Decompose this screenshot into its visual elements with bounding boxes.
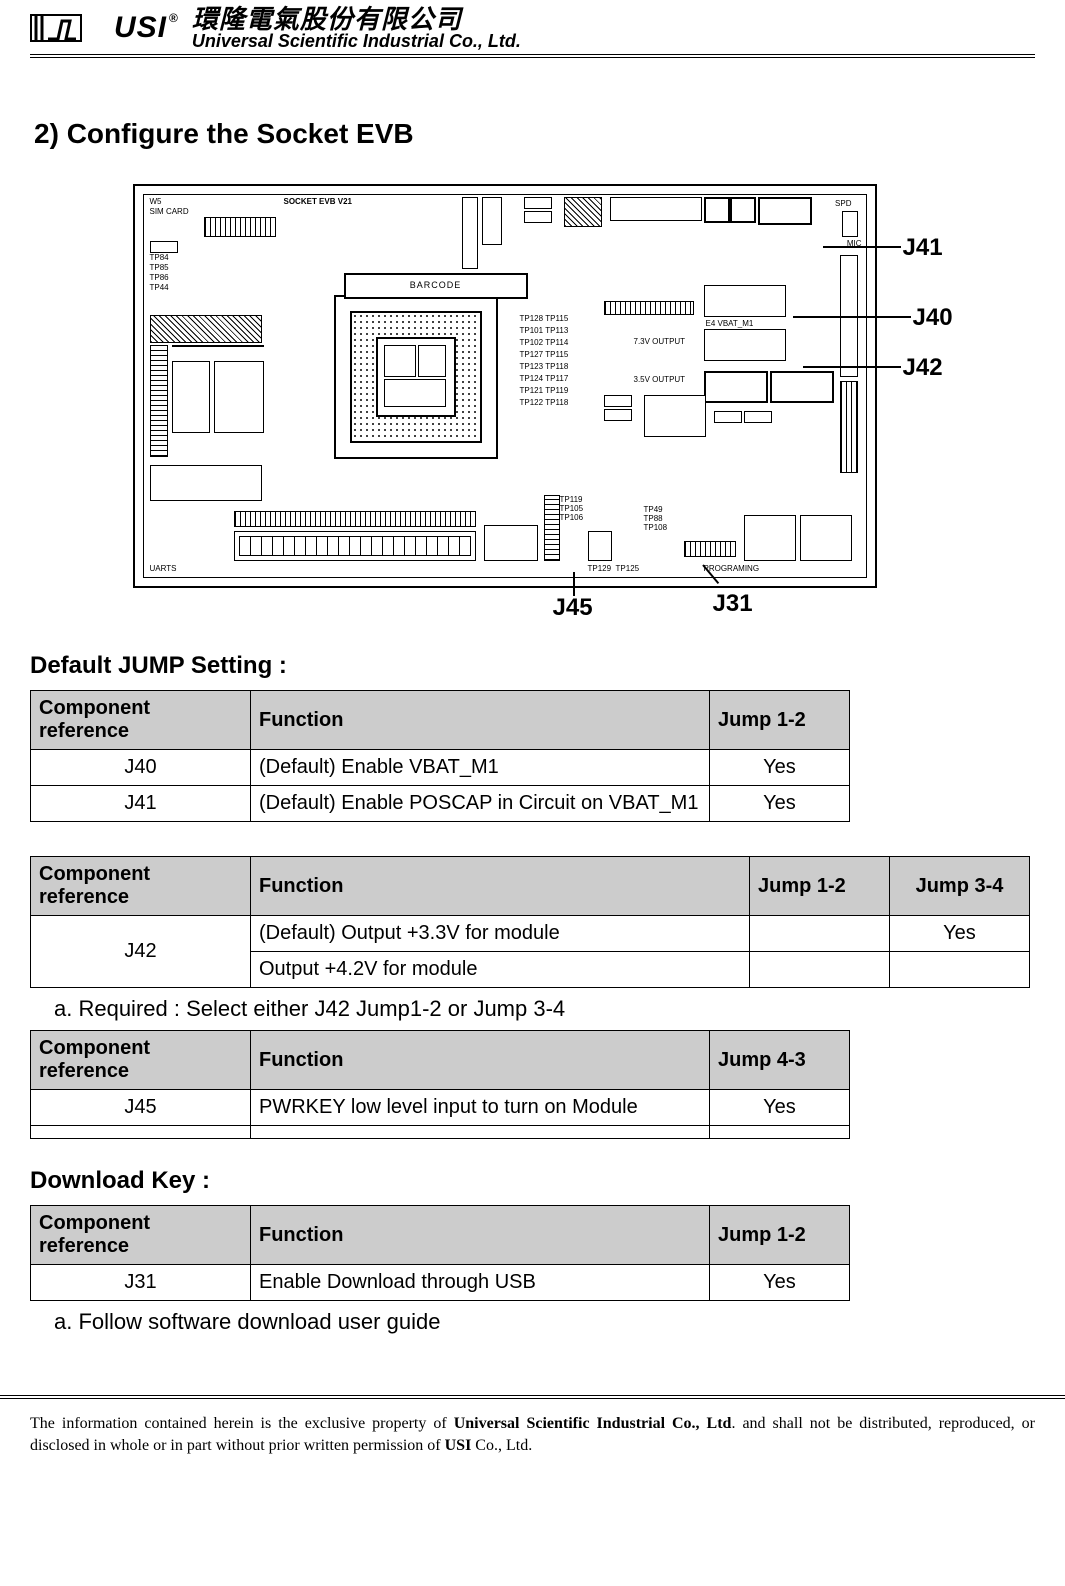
- table-row: J42 (Default) Output +3.3V for module Ye…: [31, 916, 1030, 952]
- default-jump-heading: Default JUMP Setting :: [30, 652, 1035, 680]
- cell-ref: J45: [31, 1090, 251, 1126]
- cell-j12: Yes: [710, 786, 850, 822]
- col-component-ref: Component reference: [31, 1031, 251, 1090]
- callout-j42: J42: [903, 354, 943, 382]
- note-download-guide: a. Follow software download user guide: [54, 1309, 1035, 1335]
- col-jump43: Jump 4-3: [710, 1031, 850, 1090]
- cell-j12: Yes: [710, 750, 850, 786]
- registered-mark: ®: [169, 11, 178, 25]
- cell-func: [251, 1126, 710, 1139]
- cell-func: Enable Download through USB: [251, 1265, 710, 1301]
- download-key-table: Component reference Function Jump 1-2 J3…: [30, 1205, 850, 1301]
- col-component-ref: Component reference: [31, 1206, 251, 1265]
- cell-ref: J40: [31, 750, 251, 786]
- cell-func: (Default) Output +3.3V for module: [251, 916, 750, 952]
- col-jump12: Jump 1-2: [710, 691, 850, 750]
- cell-j43: [710, 1126, 850, 1139]
- jump-table-2: Component reference Function Jump 1-2 Ju…: [30, 856, 1030, 988]
- note-j42-required: a. Required : Select either J42 Jump1-2 …: [54, 996, 1035, 1022]
- socket-evb-diagram: W5 SIM CARD SOCKET EVB V21 SPD MIC: [103, 174, 963, 624]
- pcb-title: SOCKET EVB V21: [284, 197, 352, 206]
- cell-j12: [750, 952, 890, 988]
- company-name-block: 環隆電氣股份有限公司 Universal Scientific Industri…: [192, 6, 521, 50]
- company-name-cjk: 環隆電氣股份有限公司: [192, 6, 521, 32]
- section-heading: Configure the Socket EVB: [67, 118, 414, 149]
- callout-j41: J41: [903, 234, 943, 262]
- col-function: Function: [251, 1031, 710, 1090]
- footer-company: Universal Scientific Industrial Co., Ltd: [454, 1415, 732, 1432]
- page-header: USI ® 環隆電氣股份有限公司 Universal Scientific In…: [30, 0, 1035, 58]
- col-component-ref: Component reference: [31, 857, 251, 916]
- jump-table-3: Component reference Function Jump 4-3 J4…: [30, 1030, 850, 1139]
- usi-logo-icon: [30, 11, 100, 45]
- footer-pre: The information contained herein is the …: [30, 1415, 454, 1432]
- cell-ref: [31, 1126, 251, 1139]
- cell-func: (Default) Enable POSCAP in Circuit on VB…: [251, 786, 710, 822]
- cell-func: (Default) Enable VBAT_M1: [251, 750, 710, 786]
- cell-j43: Yes: [710, 1090, 850, 1126]
- callout-j40: J40: [913, 304, 953, 332]
- col-function: Function: [251, 691, 710, 750]
- footer-disclaimer: The information contained herein is the …: [30, 1413, 1035, 1456]
- cell-ref: J31: [31, 1265, 251, 1301]
- callout-j31: J31: [713, 590, 753, 618]
- cell-j12: Yes: [710, 1265, 850, 1301]
- barcode-label: BARCODE: [410, 280, 462, 290]
- cell-j34: Yes: [890, 916, 1030, 952]
- section-number: 2): [34, 118, 59, 149]
- col-function: Function: [251, 857, 750, 916]
- logo-text-usi: USI: [114, 11, 167, 45]
- table-header-row: Component reference Function Jump 1-2 Ju…: [31, 857, 1030, 916]
- cell-j34: [890, 952, 1030, 988]
- download-key-heading: Download Key :: [30, 1167, 1035, 1195]
- usi-wordmark: USI ®: [114, 11, 178, 45]
- table-row: J41 (Default) Enable POSCAP in Circuit o…: [31, 786, 850, 822]
- section-title: 2) Configure the Socket EVB: [34, 118, 1035, 150]
- cell-j12: [750, 916, 890, 952]
- footer-post: Co., Ltd.: [471, 1437, 532, 1454]
- table-row: [31, 1126, 850, 1139]
- company-name-en: Universal Scientific Industrial Co., Ltd…: [192, 32, 521, 50]
- table-header-row: Component reference Function Jump 1-2: [31, 691, 850, 750]
- table-row: J45 PWRKEY low level input to turn on Mo…: [31, 1090, 850, 1126]
- col-component-ref: Component reference: [31, 691, 251, 750]
- cell-func: Output +4.2V for module: [251, 952, 750, 988]
- cell-ref: J42: [31, 916, 251, 988]
- col-jump34: Jump 3-4: [890, 857, 1030, 916]
- col-jump12: Jump 1-2: [710, 1206, 850, 1265]
- table-header-row: Component reference Function Jump 4-3: [31, 1031, 850, 1090]
- cell-func: PWRKEY low level input to turn on Module: [251, 1090, 710, 1126]
- table-row: J31 Enable Download through USB Yes: [31, 1265, 850, 1301]
- callout-j45: J45: [553, 594, 593, 622]
- table-header-row: Component reference Function Jump 1-2: [31, 1206, 850, 1265]
- col-function: Function: [251, 1206, 710, 1265]
- footer-company2: USI: [445, 1437, 472, 1454]
- cell-ref: J41: [31, 786, 251, 822]
- jump-table-1: Component reference Function Jump 1-2 J4…: [30, 690, 850, 822]
- table-row: J40 (Default) Enable VBAT_M1 Yes: [31, 750, 850, 786]
- col-jump12: Jump 1-2: [750, 857, 890, 916]
- footer-divider: [0, 1395, 1065, 1399]
